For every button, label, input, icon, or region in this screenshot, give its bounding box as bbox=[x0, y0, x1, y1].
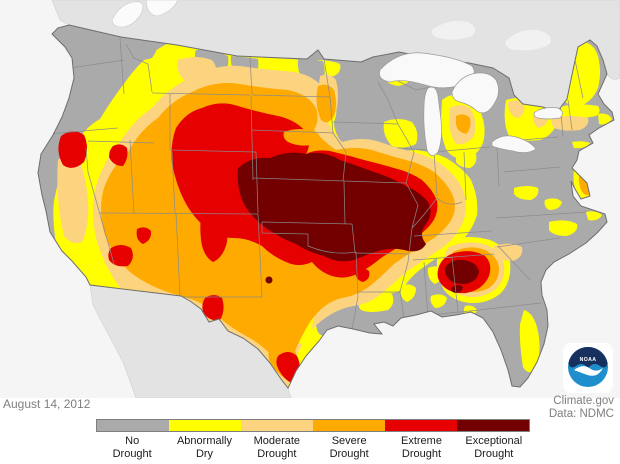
drought-legend: No Drought Abnormally Dry Moderate Droug… bbox=[96, 419, 530, 460]
state-borders bbox=[47, 37, 587, 331]
legend-labels: No Drought Abnormally Dry Moderate Droug… bbox=[96, 435, 530, 460]
legend-swatch-no-drought bbox=[97, 420, 169, 431]
legend-label-extreme-drought: Extreme Drought bbox=[400, 435, 442, 460]
lake-michigan bbox=[423, 86, 442, 156]
lake-ontario bbox=[533, 107, 563, 120]
canada-terrain-highlights bbox=[431, 21, 551, 51]
lake-huron bbox=[451, 72, 499, 114]
noaa-logo-dark-field bbox=[568, 346, 608, 369]
legend-swatch-moderate-drought bbox=[241, 420, 313, 431]
legend-label-no-drought: No Drought bbox=[112, 435, 152, 460]
legend-swatch-abnormally-dry bbox=[169, 420, 241, 431]
legend-label-moderate-drought: Moderate Drought bbox=[253, 435, 301, 460]
legend-swatch-severe-drought bbox=[313, 420, 385, 431]
legend-label-exceptional-drought: Exceptional Drought bbox=[465, 435, 523, 460]
noaa-logo: NOAA bbox=[563, 343, 613, 393]
vancouver-island bbox=[111, 0, 179, 28]
attribution-data: Data: NDMC bbox=[548, 408, 614, 420]
legend-swatch-extreme-drought bbox=[385, 420, 457, 431]
map-date-label: August 14, 2012 bbox=[3, 397, 91, 411]
legend-color-bar bbox=[96, 419, 530, 432]
attribution: Climate.gov Data: NDMC bbox=[549, 395, 614, 421]
noaa-seagull-icon bbox=[574, 366, 603, 376]
noaa-logo-text: NOAA bbox=[580, 357, 597, 363]
us-national-outline bbox=[37, 24, 615, 389]
legend-label-abnormally-dry: Abnormally Dry bbox=[176, 435, 232, 460]
layer-exceptional-drought bbox=[237, 152, 479, 293]
attribution-source: Climate.gov bbox=[553, 395, 614, 407]
great-lakes bbox=[379, 52, 563, 156]
legend-label-severe-drought: Severe Drought bbox=[329, 435, 369, 460]
us-drought-map: NOAA bbox=[37, 0, 620, 398]
legend-swatch-exceptional-drought bbox=[457, 420, 529, 431]
lake-erie bbox=[491, 135, 537, 153]
